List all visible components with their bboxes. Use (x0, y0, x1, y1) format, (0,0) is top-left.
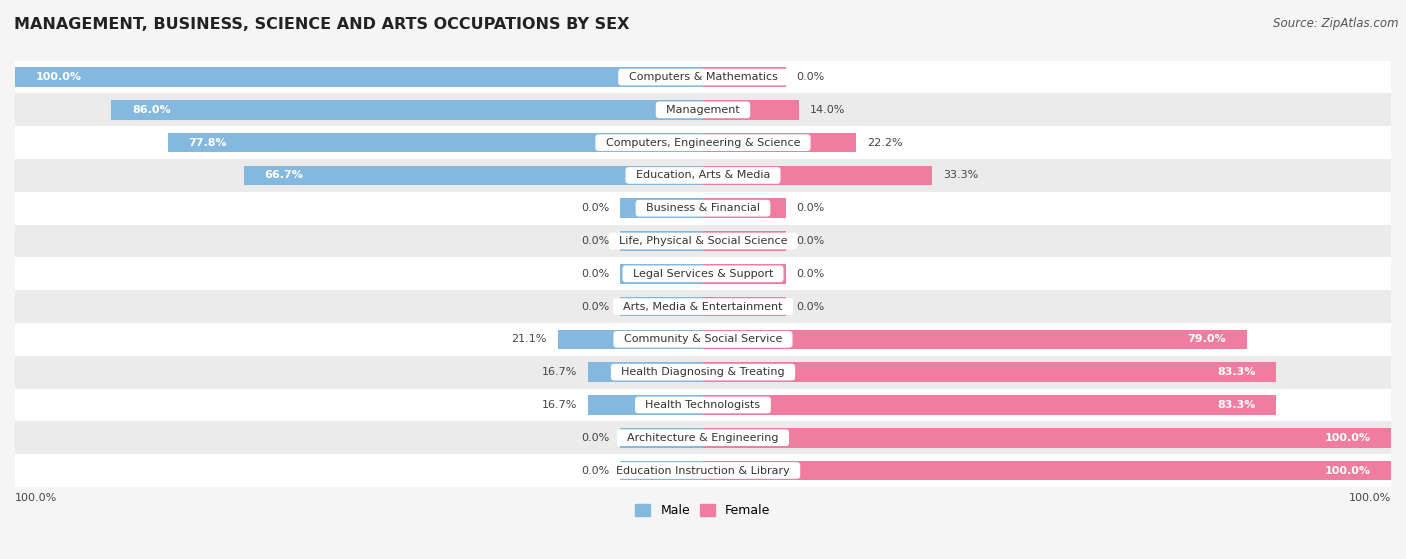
Bar (15, 61, 1391, 93)
Bar (15, 323, 1391, 356)
Text: 0.0%: 0.0% (581, 301, 609, 311)
Bar (620, 198, 703, 218)
Bar (167, 133, 703, 153)
Text: 0.0%: 0.0% (797, 301, 825, 311)
Bar (15, 192, 1391, 225)
Text: 0.0%: 0.0% (581, 466, 609, 476)
Text: 86.0%: 86.0% (132, 105, 170, 115)
Bar (15, 67, 703, 87)
Text: Management: Management (659, 105, 747, 115)
Bar (703, 362, 1277, 382)
Text: 79.0%: 79.0% (1187, 334, 1226, 344)
Text: 0.0%: 0.0% (797, 236, 825, 246)
Text: 22.2%: 22.2% (866, 138, 903, 148)
Bar (15, 389, 1391, 421)
Bar (620, 231, 703, 251)
Text: Computers, Engineering & Science: Computers, Engineering & Science (599, 138, 807, 148)
Text: 16.7%: 16.7% (541, 367, 576, 377)
Text: Arts, Media & Entertainment: Arts, Media & Entertainment (616, 301, 790, 311)
Bar (588, 362, 703, 382)
Text: Health Technologists: Health Technologists (638, 400, 768, 410)
Text: 0.0%: 0.0% (581, 236, 609, 246)
Bar (15, 257, 1391, 290)
Bar (703, 395, 1277, 415)
Bar (558, 329, 703, 349)
Bar (15, 290, 1391, 323)
Text: 14.0%: 14.0% (810, 105, 845, 115)
Text: 100.0%: 100.0% (1348, 493, 1391, 503)
Bar (15, 356, 1391, 389)
Text: Architecture & Engineering: Architecture & Engineering (620, 433, 786, 443)
Text: 77.8%: 77.8% (188, 138, 226, 148)
Text: Computers & Mathematics: Computers & Mathematics (621, 72, 785, 82)
Text: Business & Financial: Business & Financial (638, 203, 768, 213)
Text: 66.7%: 66.7% (264, 170, 304, 181)
Text: Health Diagnosing & Treating: Health Diagnosing & Treating (614, 367, 792, 377)
Bar (620, 461, 703, 480)
Text: 0.0%: 0.0% (581, 203, 609, 213)
Bar (703, 231, 786, 251)
Text: Life, Physical & Social Science: Life, Physical & Social Science (612, 236, 794, 246)
Text: Education, Arts & Media: Education, Arts & Media (628, 170, 778, 181)
Bar (15, 421, 1391, 454)
Bar (15, 225, 1391, 257)
Bar (703, 461, 1391, 480)
Legend: Male, Female: Male, Female (630, 499, 776, 522)
Bar (703, 67, 786, 87)
Bar (620, 297, 703, 316)
Bar (620, 428, 703, 448)
Bar (703, 264, 786, 283)
Text: 0.0%: 0.0% (581, 433, 609, 443)
Bar (703, 100, 800, 120)
Text: Community & Social Service: Community & Social Service (617, 334, 789, 344)
Text: 0.0%: 0.0% (581, 269, 609, 279)
Bar (588, 395, 703, 415)
Text: 16.7%: 16.7% (541, 400, 576, 410)
Text: 100.0%: 100.0% (1324, 466, 1371, 476)
Text: 100.0%: 100.0% (35, 72, 82, 82)
Bar (15, 93, 1391, 126)
Text: 100.0%: 100.0% (1324, 433, 1371, 443)
Bar (703, 133, 856, 153)
Text: 0.0%: 0.0% (797, 269, 825, 279)
Bar (703, 329, 1247, 349)
Bar (703, 165, 932, 185)
Bar (15, 454, 1391, 487)
Bar (111, 100, 703, 120)
Text: Education Instruction & Library: Education Instruction & Library (609, 466, 797, 476)
Text: Legal Services & Support: Legal Services & Support (626, 269, 780, 279)
Bar (703, 297, 786, 316)
Bar (620, 264, 703, 283)
Bar (15, 159, 1391, 192)
Text: 0.0%: 0.0% (797, 72, 825, 82)
Bar (703, 428, 1391, 448)
Text: MANAGEMENT, BUSINESS, SCIENCE AND ARTS OCCUPATIONS BY SEX: MANAGEMENT, BUSINESS, SCIENCE AND ARTS O… (14, 17, 630, 32)
Bar (703, 198, 786, 218)
Text: 83.3%: 83.3% (1218, 400, 1256, 410)
Bar (245, 165, 703, 185)
Text: 0.0%: 0.0% (797, 203, 825, 213)
Text: Source: ZipAtlas.com: Source: ZipAtlas.com (1274, 17, 1399, 30)
Text: 83.3%: 83.3% (1218, 367, 1256, 377)
Text: 100.0%: 100.0% (15, 493, 58, 503)
Text: 21.1%: 21.1% (512, 334, 547, 344)
Text: 33.3%: 33.3% (943, 170, 979, 181)
Bar (15, 126, 1391, 159)
